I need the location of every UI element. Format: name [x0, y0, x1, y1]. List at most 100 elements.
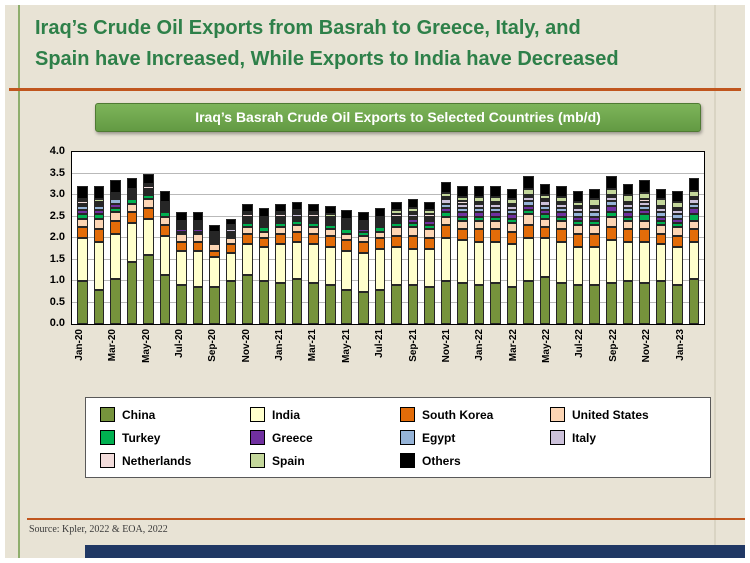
bar-Feb-23 — [686, 152, 703, 324]
legend-swatch-greece — [250, 430, 265, 445]
segment-united-states — [159, 216, 171, 226]
segment-netherlands — [192, 223, 204, 226]
segment-turkey — [473, 216, 485, 221]
segment-netherlands — [473, 201, 485, 204]
segment-italy — [639, 201, 650, 206]
stacked-bar — [176, 152, 187, 324]
segment-greece — [126, 197, 138, 200]
segment-turkey — [407, 222, 419, 228]
segment-italy — [242, 216, 253, 219]
x-tick-slot — [655, 326, 672, 384]
segment-india — [291, 242, 303, 279]
segment-south-korea — [110, 220, 121, 234]
segment-egypt — [275, 218, 286, 221]
segment-south-korea — [490, 229, 501, 243]
segment-others — [506, 188, 518, 200]
segment-greece — [143, 192, 154, 196]
x-tick-slot — [154, 326, 171, 384]
segment-greece — [490, 212, 501, 217]
segment-egypt — [159, 207, 171, 211]
legend-label: China — [122, 407, 156, 422]
segment-china — [209, 287, 220, 324]
segment-egypt — [143, 190, 154, 193]
segment-india — [308, 244, 319, 284]
segment-others — [76, 186, 88, 200]
segment-italy — [490, 203, 501, 208]
stacked-bar — [539, 152, 551, 324]
segment-netherlands — [424, 214, 435, 217]
segment-italy — [539, 201, 551, 206]
segment-others — [407, 199, 419, 208]
segment-south-korea — [242, 233, 253, 245]
slide-title: Iraq’s Crude Oil Exports from Basrah to … — [35, 13, 715, 75]
x-tick-slot: Jan-21 — [271, 326, 288, 384]
segment-india — [672, 246, 683, 286]
segment-india — [457, 240, 468, 284]
x-tick-slot — [488, 326, 505, 384]
bar-Apr-21 — [322, 152, 339, 324]
bar-Nov-20 — [239, 152, 256, 324]
segment-others — [391, 201, 402, 211]
segment-netherlands — [209, 233, 220, 236]
y-tick-label: 0.0 — [49, 317, 65, 329]
segment-italy — [358, 225, 369, 228]
legend-label: Turkey — [122, 430, 161, 445]
segment-italy — [159, 205, 171, 208]
segment-italy — [209, 235, 220, 239]
left-accent-line — [18, 5, 20, 558]
segment-south-korea — [440, 225, 452, 238]
segment-united-states — [672, 227, 683, 236]
x-tick-slot: Jul-20 — [171, 326, 188, 384]
segment-turkey — [672, 222, 683, 228]
segment-turkey — [126, 199, 138, 204]
segment-egypt — [291, 216, 303, 219]
segment-netherlands — [93, 201, 105, 204]
stacked-bar — [358, 152, 369, 324]
segment-india — [242, 244, 253, 275]
segment-united-states — [473, 220, 485, 230]
segment-china — [490, 283, 501, 324]
segment-greece — [93, 210, 105, 215]
segment-netherlands — [358, 223, 369, 226]
segment-turkey — [192, 231, 204, 234]
y-tick-label: 4.0 — [49, 145, 65, 157]
segment-others — [639, 180, 650, 193]
segment-spain — [523, 188, 534, 196]
segment-greece — [110, 203, 121, 208]
bar-May-22 — [537, 152, 554, 324]
segment-united-states — [242, 227, 253, 234]
segment-egypt — [589, 212, 601, 217]
segment-india — [324, 246, 336, 286]
segment-spain — [374, 216, 386, 219]
segment-italy — [324, 218, 336, 221]
segment-egypt — [93, 205, 105, 211]
segment-greece — [572, 216, 584, 221]
segment-south-korea — [341, 240, 353, 251]
x-tick-label: Jan-21 — [274, 329, 286, 361]
segment-netherlands — [639, 199, 650, 202]
segment-netherlands — [539, 199, 551, 202]
segment-china — [407, 285, 419, 324]
segment-turkey — [556, 216, 567, 221]
segment-united-states — [225, 238, 237, 245]
bar-Jan-22 — [471, 152, 488, 324]
segment-turkey — [688, 214, 700, 221]
stacked-bar — [143, 152, 154, 324]
segment-others — [308, 203, 319, 213]
segment-others — [440, 182, 452, 193]
legend-swatch-italy — [550, 430, 565, 445]
bar-Oct-21 — [421, 152, 438, 324]
legend-item-india: India — [250, 407, 396, 422]
segment-turkey — [490, 216, 501, 221]
segment-turkey — [440, 212, 452, 217]
segment-united-states — [93, 218, 105, 230]
stacked-bar — [622, 152, 634, 324]
segment-india — [374, 248, 386, 290]
title-line-2: Spain have Increased, While Exports to I… — [35, 48, 619, 70]
stacked-bar — [192, 152, 204, 324]
segment-turkey — [341, 229, 353, 234]
segment-spain — [358, 220, 369, 224]
legend-item-china: China — [100, 407, 246, 422]
segment-south-korea — [143, 207, 154, 219]
segment-united-states — [490, 220, 501, 230]
